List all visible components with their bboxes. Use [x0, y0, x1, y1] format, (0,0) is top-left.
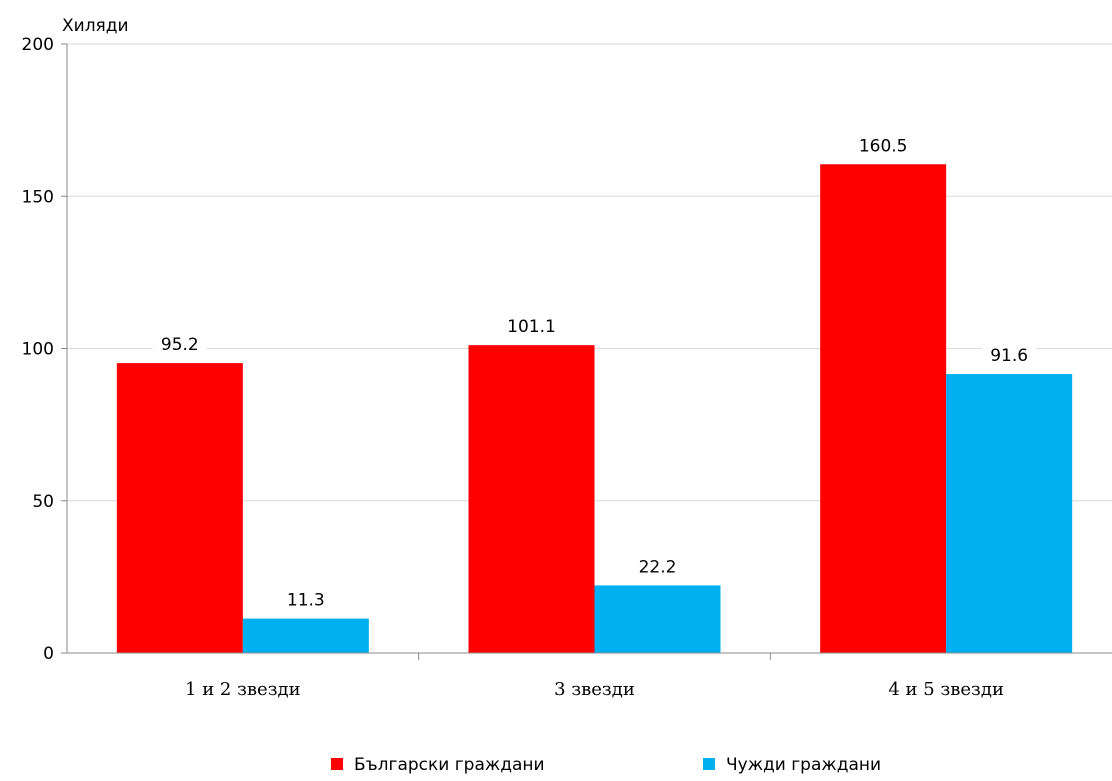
x-tick-label-1: 3 звезди: [554, 679, 635, 700]
y-axis-unit-label: Хиляди: [62, 16, 129, 36]
y-tick-label-0: 0: [43, 644, 54, 664]
x-tick-label-2: 4 и 5 звезди: [888, 679, 1004, 700]
bars: [116, 164, 1073, 653]
y-tick-label-4: 200: [22, 35, 54, 55]
data-label-bg-1-1: [630, 554, 685, 579]
y-tick-label-2: 100: [22, 340, 54, 360]
y-tick-label-3: 150: [22, 187, 54, 207]
data-label-bg-0-0: [152, 332, 207, 357]
legend-label-1: Чужди граждани: [726, 755, 881, 775]
data-label-bg-0-2: [850, 133, 916, 158]
data-label-1-2: 91.6: [990, 346, 1028, 366]
bar-1-2: [946, 374, 1073, 653]
data-label-0-2: 160.5: [859, 136, 908, 156]
data-label-bg-0-1: [499, 314, 564, 339]
legend: Български граждани Чужди граждани: [331, 755, 881, 775]
data-label-1-1: 22.2: [639, 557, 677, 577]
y-tick-label-1: 50: [32, 492, 54, 512]
legend-swatch-1: [703, 758, 715, 770]
data-label-0-1: 101.1: [507, 317, 556, 337]
legend-label-0: Български граждани: [354, 755, 545, 775]
x-tick-label-0: 1 и 2 звезди: [185, 679, 301, 700]
data-label-bg-1-2: [982, 343, 1037, 368]
bar-1-1: [594, 585, 721, 653]
bar-0-1: [468, 345, 595, 653]
bar-0-0: [116, 363, 243, 653]
data-label-0-0: 95.2: [161, 335, 199, 355]
bar-1-0: [242, 618, 369, 653]
data-label-bg-1-0: [278, 587, 333, 612]
legend-swatch-0: [331, 758, 343, 770]
axes: 0 50 100 150 200 1 и 2 звезди 3 звезди 4 и 5 зв…: [22, 35, 1112, 700]
data-label-1-0: 11.3: [287, 591, 325, 611]
data-labels: 95.2 11.3 101.1 22.2 160.5 91.6: [152, 133, 1037, 612]
bar-0-2: [820, 164, 947, 653]
